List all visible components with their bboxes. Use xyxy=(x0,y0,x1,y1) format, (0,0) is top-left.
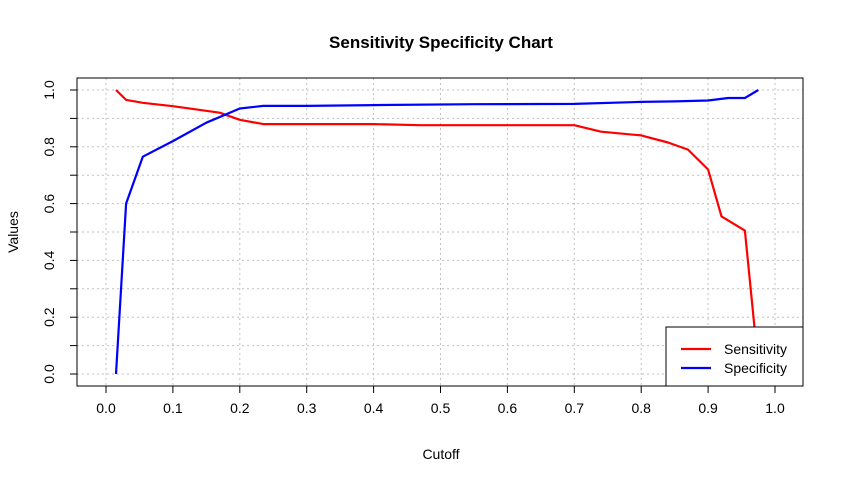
y-tick-label: 0.0 xyxy=(41,364,57,384)
x-tick-label: 0.7 xyxy=(565,400,585,416)
legend: Sensitivity Specificity xyxy=(665,326,804,387)
x-axis: 0.0 0.1 0.2 0.3 0.4 0.5 0.6 0.7 0.8 0.9 1.0 xyxy=(96,386,785,416)
x-tick-label: 0.6 xyxy=(498,400,518,416)
x-tick-label: 0.0 xyxy=(96,400,116,416)
x-tick-label: 0.9 xyxy=(698,400,718,416)
y-tick-label: 0.4 xyxy=(41,250,57,270)
x-axis-label: Cutoff xyxy=(422,446,459,462)
chart-title: Sensitivity Specificity Chart xyxy=(329,33,553,52)
x-tick-label: 1.0 xyxy=(765,400,785,416)
series-line-sensitivity xyxy=(115,89,756,332)
legend-label-specificity: Specificity xyxy=(724,360,787,376)
legend-label-sensitivity: Sensitivity xyxy=(724,341,787,357)
series-line-specificity xyxy=(114,89,759,375)
y-tick-label: 1.0 xyxy=(41,80,57,100)
x-tick-label: 0.3 xyxy=(297,400,317,416)
plot-lines xyxy=(114,89,759,375)
legend-box xyxy=(665,326,804,387)
y-tick-label: 0.8 xyxy=(41,137,57,157)
y-axis-label: Values xyxy=(5,211,21,253)
y-tick-label: 0.6 xyxy=(41,194,57,214)
x-tick-label: 0.2 xyxy=(230,400,250,416)
y-axis: 0.0 0.2 0.4 0.6 0.8 1.0 xyxy=(41,80,77,384)
x-tick-label: 0.4 xyxy=(364,400,384,416)
y-tick-label: 0.2 xyxy=(41,307,57,327)
x-tick-label: 0.8 xyxy=(631,400,651,416)
x-tick-label: 0.5 xyxy=(431,400,451,416)
x-tick-label: 0.1 xyxy=(163,400,183,416)
